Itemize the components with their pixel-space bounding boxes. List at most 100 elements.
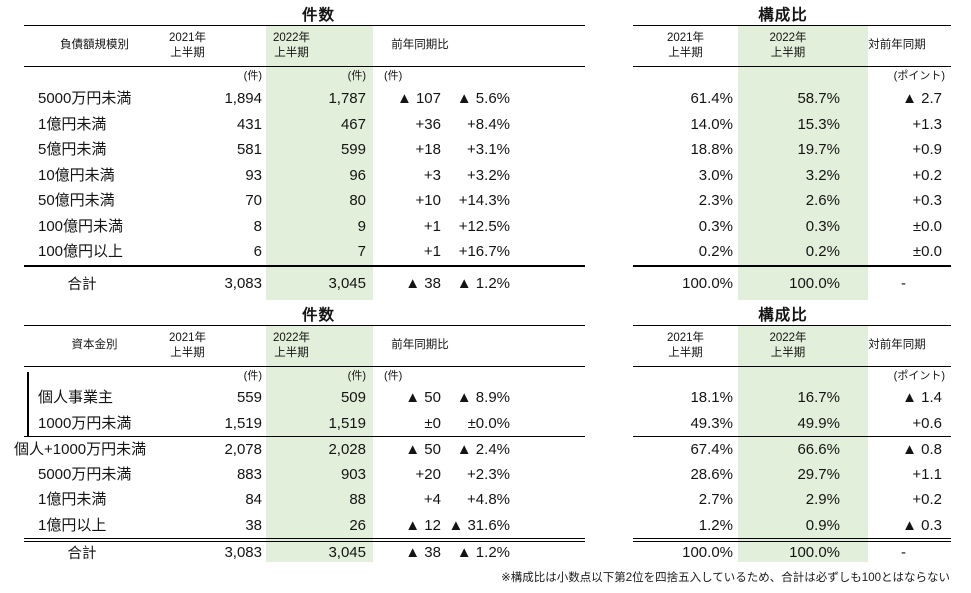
column-header-2022: 2022年 上半期 — [272, 31, 311, 59]
cell-yoy-diff: +1 — [423, 243, 441, 260]
cell-vs-prev-points: +0.2 — [912, 166, 942, 184]
cell-vs-prev-points: ±0.0 — [912, 217, 942, 235]
total-vs-prev-points: - — [901, 274, 906, 292]
table-row: 18.8% 19.7% +0.9 — [633, 137, 951, 163]
cell-yoy-diff: +20 — [415, 465, 441, 483]
units-row: (ポイント) — [633, 367, 951, 385]
table-row: 1000万円未満 1,519 1,519 ±0 ±0.0% — [24, 411, 585, 437]
table-row: 10億円未満 93 96 +3 +3.2% — [24, 163, 585, 189]
table-row: 49.3% 49.9% +0.6 — [633, 411, 951, 437]
cell-category: 100億円以上 — [38, 243, 124, 260]
cell-vs-prev-points: ▲ 2.7 — [902, 90, 942, 107]
cell-2021-ratio: 67.4% — [690, 441, 733, 458]
cell-2022-ratio: 3.2% — [805, 166, 840, 184]
cell-yoy-diff: +1 — [423, 217, 441, 235]
cell-yoy-diff: ▲ 50 — [405, 389, 441, 406]
cell-vs-prev-points: ±0.0 — [912, 243, 942, 260]
cell-2021-ratio: 0.3% — [698, 217, 733, 235]
cell-2022-count: 96 — [349, 166, 366, 184]
total-yoy-diff: ▲ 38 — [405, 544, 441, 561]
cell-2021-ratio: 1.2% — [698, 516, 733, 534]
total-label: 合計 — [67, 276, 97, 293]
table-row: 1.2% 0.9% ▲ 0.3 — [633, 513, 951, 539]
cell-vs-prev-points: ▲ 0.3 — [902, 516, 942, 534]
unit-cases: (件) — [347, 70, 366, 82]
cell-yoy-diff: +10 — [415, 192, 441, 209]
total-2021-ratio: 100.0% — [682, 274, 733, 292]
cell-category: 5億円未満 — [38, 141, 107, 158]
cell-2021-ratio: 61.4% — [690, 90, 733, 107]
cell-category: 1億円未満 — [38, 115, 107, 133]
column-header-category: 資本金別 — [71, 339, 118, 352]
cell-2021-count: 559 — [236, 389, 262, 406]
units-row: (件) (件) (件) — [24, 67, 585, 86]
cell-2022-count: 509 — [340, 389, 366, 406]
cell-category: 5000万円未満 — [38, 465, 132, 483]
units-row: (件) (件) (件) — [24, 367, 585, 385]
table-row: 50億円未満 70 80 +10 +14.3% — [24, 188, 585, 214]
table-row: 5億円未満 581 599 +18 +3.1% — [24, 137, 585, 163]
cell-2021-count: 38 — [245, 516, 262, 534]
table-body: 5000万円未満 1,894 1,787 ▲ 107 ▲ 5.6% 1億円未満 … — [24, 86, 585, 265]
cell-2021-count: 93 — [245, 166, 262, 184]
total-row: 合計 3,083 3,045 ▲ 38 ▲ 1.2% — [24, 538, 585, 562]
table-row: 1億円未満 84 88 +4 +4.8% — [24, 487, 585, 513]
cell-yoy-diff: ▲ 12 — [405, 516, 441, 534]
cell-yoy-pct: +3.2% — [467, 166, 510, 184]
table-header-row: 2021年 上半期 2022年 上半期 対前年同期 — [633, 325, 951, 367]
table-title-count: 件数 — [301, 7, 335, 24]
cell-category: 1億円未満 — [38, 491, 107, 508]
table-debt-ratio: 構成比 2021年 上半期 2022年 上半期 対前年同期 (ポイント) 61.… — [633, 0, 951, 300]
units-row: (ポイント) — [633, 67, 951, 86]
total-2022-count: 3,045 — [328, 544, 366, 561]
column-header-vs-prev: 対前年同期 — [868, 39, 926, 52]
group-bracket-line — [27, 372, 29, 436]
table-header-row: 負債額規模別 2021年 上半期 2022年 上半期 前年同期比 — [24, 25, 585, 67]
total-yoy-pct: ▲ 1.2% — [456, 544, 510, 561]
cell-yoy-pct: ▲ 31.6% — [448, 516, 510, 534]
total-2021-ratio: 100.0% — [682, 543, 733, 561]
cell-2022-ratio: 19.7% — [797, 141, 840, 158]
cell-yoy-diff: +36 — [415, 115, 441, 133]
unit-points: (ポイント) — [893, 370, 945, 382]
table-row: 0.2% 0.2% ±0.0 — [633, 239, 951, 265]
unit-cases: (件) — [347, 370, 366, 382]
cell-2021-count: 581 — [236, 141, 262, 158]
cell-2022-count: 26 — [349, 516, 366, 534]
cell-yoy-diff: +3 — [423, 166, 441, 184]
table-row: 個人+1000万円未満 2,078 2,028 ▲ 50 ▲ 2.4% — [14, 436, 585, 462]
cell-2021-ratio: 49.3% — [690, 414, 733, 432]
table-title-ratio: 構成比 — [758, 7, 808, 24]
cell-2021-ratio: 0.2% — [698, 243, 733, 260]
cell-category: 100億円未満 — [38, 217, 124, 235]
cell-2022-ratio: 58.7% — [797, 90, 840, 107]
table-body: 個人事業主 559 509 ▲ 50 ▲ 8.9% 1000万円未満 1,519… — [14, 385, 585, 538]
cell-2021-count: 70 — [245, 192, 262, 209]
cell-yoy-pct: +16.7% — [458, 243, 510, 260]
cell-2021-ratio: 2.7% — [698, 491, 733, 508]
cell-2021-count: 1,894 — [224, 90, 262, 107]
column-header-2022: 2022年 上半期 — [769, 331, 807, 359]
total-yoy-pct: ▲ 1.2% — [456, 274, 510, 292]
cell-2022-ratio: 16.7% — [797, 389, 840, 406]
total-2021-count: 3,083 — [224, 274, 262, 292]
table-debt-count: 件数 負債額規模別 2021年 上半期 2022年 上半期 前年同期比 (件) … — [24, 0, 585, 300]
unit-cases: (件) — [243, 370, 262, 382]
cell-2022-count: 1,787 — [328, 90, 366, 107]
highlight-column-2022 — [738, 325, 868, 562]
cell-yoy-diff: +18 — [415, 141, 441, 158]
cell-category: 個人事業主 — [38, 389, 114, 406]
cell-2021-ratio: 18.8% — [690, 141, 733, 158]
cell-yoy-pct: ±0.0% — [467, 414, 510, 432]
table-capital-ratio: 構成比 2021年 上半期 2022年 上半期 対前年同期 (ポイント) 18.… — [633, 300, 951, 562]
total-row: 100.0% 100.0% - — [633, 264, 951, 300]
total-2022-count: 3,045 — [328, 274, 366, 292]
unit-cases: (件) — [384, 370, 403, 382]
unit-points: (ポイント) — [893, 70, 945, 82]
cell-yoy-pct: ▲ 2.4% — [456, 441, 510, 458]
cell-yoy-pct: +3.1% — [467, 141, 510, 158]
cell-yoy-pct: ▲ 5.6% — [456, 90, 510, 107]
cell-vs-prev-points: +0.2 — [912, 491, 942, 508]
cell-yoy-diff: ▲ 107 — [396, 90, 441, 107]
